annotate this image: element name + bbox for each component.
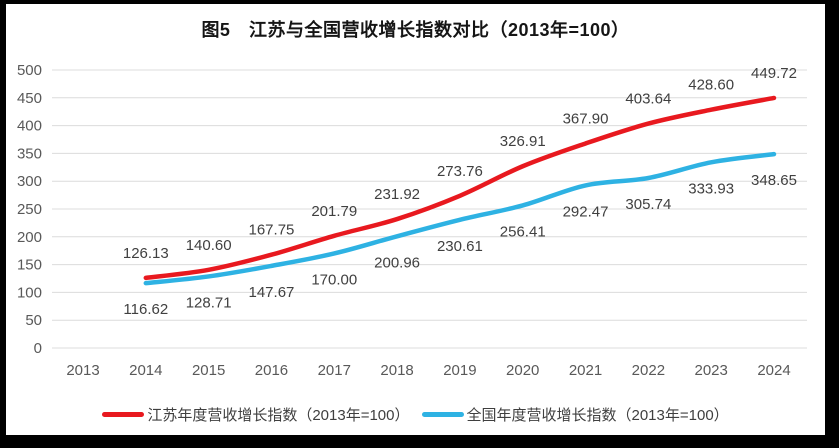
svg-text:326.91: 326.91 [500, 133, 546, 150]
svg-text:100: 100 [17, 284, 42, 301]
svg-text:2023: 2023 [694, 362, 727, 379]
svg-text:450: 450 [17, 90, 42, 107]
svg-text:128.71: 128.71 [186, 294, 232, 311]
legend-swatch-jiangsu-line [102, 412, 145, 417]
svg-text:170.00: 170.00 [311, 271, 357, 288]
svg-text:403.64: 403.64 [625, 91, 671, 108]
legend-swatch-national-line [421, 412, 464, 417]
legend-item-jiangsu: 江苏年度营收增长指数（2013年=100） [102, 404, 410, 425]
svg-text:250: 250 [17, 201, 42, 218]
svg-text:500: 500 [17, 62, 42, 79]
chart-canvas: 图5 江苏与全国营收增长指数对比（2013年=100） 0 50 100 150 200… [6, 4, 825, 435]
svg-text:428.60: 428.60 [688, 77, 734, 94]
svg-text:348.65: 348.65 [751, 172, 797, 189]
legend-label-jiangsu: 江苏年度营收增长指数（2013年=100） [147, 407, 410, 424]
svg-text:367.90: 367.90 [563, 110, 609, 127]
chart-title: 图5 江苏与全国营收增长指数对比（2013年=100） [201, 20, 630, 40]
svg-text:2021: 2021 [569, 362, 602, 379]
svg-text:231.92: 231.92 [374, 186, 420, 203]
svg-text:2019: 2019 [443, 362, 476, 379]
svg-text:2024: 2024 [757, 362, 790, 379]
svg-text:50: 50 [25, 312, 42, 329]
chart-legend: 江苏年度营收增长指数（2013年=100） 全国年度营收增长指数（2013年=1… [6, 404, 825, 425]
svg-text:200: 200 [17, 229, 42, 246]
legend-item-national: 全国年度营收增长指数（2013年=100） [421, 404, 729, 425]
line-chart: 0 50 100 150 200 250 300 350 400 450 500 2013 2014 20… [17, 62, 807, 379]
svg-text:273.76: 273.76 [437, 163, 483, 180]
svg-text:2013: 2013 [66, 362, 99, 379]
svg-text:150: 150 [17, 257, 42, 274]
svg-text:2022: 2022 [632, 362, 665, 379]
svg-text:400: 400 [17, 118, 42, 135]
svg-text:0: 0 [34, 340, 42, 357]
svg-text:116.62: 116.62 [123, 301, 168, 318]
svg-text:305.74: 305.74 [625, 196, 671, 213]
svg-text:2018: 2018 [380, 362, 413, 379]
svg-text:300: 300 [17, 173, 42, 190]
svg-text:201.79: 201.79 [311, 203, 357, 220]
svg-text:200.96: 200.96 [374, 254, 420, 271]
svg-text:256.41: 256.41 [500, 223, 546, 240]
svg-text:2016: 2016 [255, 362, 288, 379]
svg-text:140.60: 140.60 [186, 237, 232, 254]
svg-text:147.67: 147.67 [249, 284, 295, 301]
svg-text:2014: 2014 [129, 362, 162, 379]
legend-label-national: 全国年度营收增长指数（2013年=100） [466, 407, 729, 424]
svg-text:449.72: 449.72 [751, 65, 797, 82]
svg-text:2020: 2020 [506, 362, 539, 379]
svg-text:292.47: 292.47 [563, 203, 609, 220]
svg-text:230.61: 230.61 [437, 238, 483, 255]
svg-text:2017: 2017 [318, 362, 351, 379]
svg-text:126.13: 126.13 [123, 245, 169, 262]
svg-text:167.75: 167.75 [249, 222, 295, 239]
svg-text:2015: 2015 [192, 362, 225, 379]
svg-text:333.93: 333.93 [688, 180, 734, 197]
svg-text:350: 350 [17, 145, 42, 162]
